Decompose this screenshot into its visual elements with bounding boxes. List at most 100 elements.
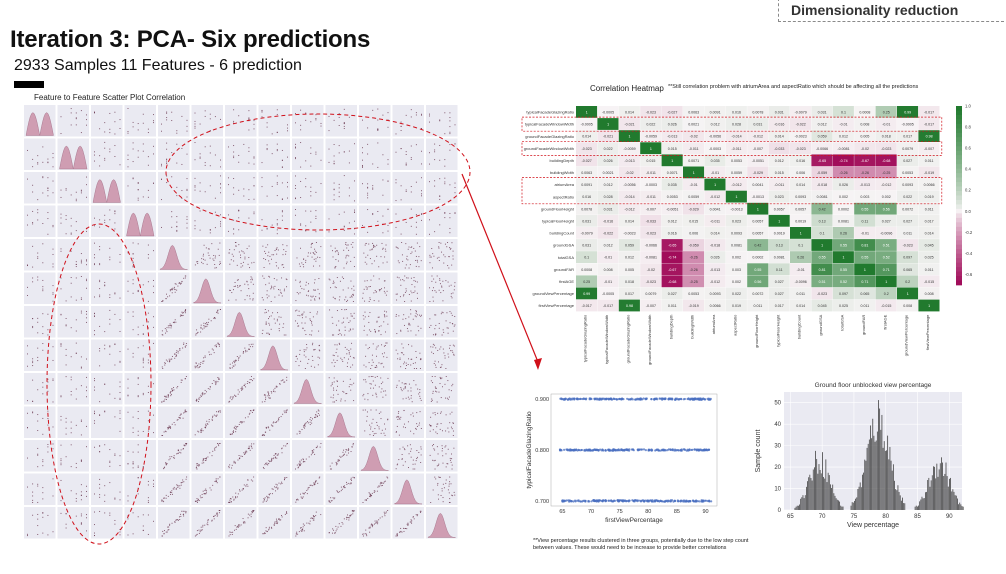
heatmap-col-label: firstViewPercentage (925, 314, 930, 350)
scatter-point (631, 448, 634, 451)
heatmap-cell-value: 0.0079 (645, 292, 656, 296)
pair-point (352, 294, 354, 296)
heatmap-cell (683, 106, 705, 118)
pair-point (263, 468, 265, 470)
pair-point (334, 297, 336, 299)
heatmap-cell (875, 130, 897, 142)
pair-point (400, 527, 402, 529)
pair-point (266, 463, 268, 465)
pair-cell (57, 507, 89, 539)
pair-point (178, 282, 180, 284)
pair-point (336, 348, 338, 350)
pair-point (395, 246, 397, 248)
pair-point (246, 295, 248, 297)
pair-point (346, 366, 348, 368)
pair-point (340, 486, 342, 488)
scatter-point (572, 397, 576, 400)
heatmap-cell (640, 190, 662, 203)
pair-point (333, 334, 335, 336)
pair-cell (258, 272, 290, 304)
pair-point (410, 521, 412, 523)
colorbar-tick-label: 1.0 (965, 104, 971, 109)
pair-point (261, 110, 263, 112)
pair-point (165, 462, 167, 464)
pair-point (204, 191, 206, 193)
slide-title: Iteration 3: PCA- Six predictions (10, 26, 371, 53)
heatmap-cell-value: 0.012 (839, 135, 848, 139)
pair-point (336, 380, 338, 382)
heatmap-cell (768, 154, 790, 167)
pair-point (86, 495, 87, 497)
pair-point (271, 425, 273, 427)
heatmap-cell (918, 142, 940, 155)
pair-point (300, 197, 302, 199)
pair-point (352, 513, 354, 515)
pair-point (161, 226, 162, 228)
pair-point (429, 256, 431, 258)
pair-cell (57, 105, 89, 137)
heatmap-cell-value: -0.0005 (602, 292, 614, 296)
pair-point (373, 260, 375, 262)
heatmap-cell-value: 0.015 (668, 147, 677, 151)
pair-point (310, 454, 312, 456)
pair-point (335, 464, 337, 466)
pair-point (229, 400, 231, 402)
pair-point (198, 532, 200, 534)
pair-point (384, 310, 386, 312)
pair-point (261, 333, 263, 335)
pair-point (176, 186, 178, 188)
pair-point (376, 355, 378, 357)
pair-point (438, 242, 440, 243)
pair-cell (426, 138, 458, 170)
pair-cell (158, 272, 190, 304)
pair-point (344, 346, 346, 348)
heatmap-cell (854, 214, 876, 227)
pair-point (338, 320, 340, 322)
heatmap-cell (897, 239, 919, 251)
pair-point (287, 181, 288, 183)
pair-point (181, 197, 183, 199)
pair-point (52, 253, 54, 255)
pair-point (419, 510, 421, 512)
pair-point (332, 528, 334, 530)
pair-point (233, 233, 235, 235)
pair-point (242, 261, 244, 263)
pair-point (340, 525, 342, 527)
pair-point (381, 388, 383, 390)
pair-point (218, 377, 220, 379)
pair-point (178, 282, 180, 284)
pair-cell (292, 138, 324, 170)
heatmap-cell-value: 0.0079 (902, 147, 913, 151)
pair-point (429, 152, 430, 154)
pair-cell (191, 507, 223, 539)
pair-point (419, 389, 421, 391)
pair-point (70, 490, 72, 492)
pair-point (377, 108, 379, 110)
heatmap-cell-value: 0.023 (775, 195, 784, 199)
heatmap-cell (640, 263, 662, 276)
pair-point (278, 518, 280, 520)
pair-point (283, 479, 285, 481)
pair-point (161, 178, 162, 180)
pair-point (375, 394, 377, 396)
pair-point (173, 422, 175, 424)
pair-point (244, 347, 246, 349)
pair-point (137, 197, 139, 199)
pair-point (47, 187, 49, 189)
pair-point (350, 483, 352, 485)
heatmap-cell (897, 287, 919, 300)
pair-point (202, 526, 204, 528)
pair-point (385, 250, 387, 252)
pair-point (52, 263, 54, 265)
pair-point (409, 264, 411, 266)
heatmap-cell-value: 0.99 (904, 110, 911, 114)
pair-point (248, 118, 250, 120)
pair-point (304, 330, 306, 332)
pair-point (453, 289, 455, 291)
pair-point (27, 533, 28, 535)
heatmap-cell (897, 106, 919, 118)
pair-point (380, 482, 382, 484)
pair-point (308, 290, 310, 292)
pair-point (266, 290, 268, 292)
pair-point (442, 462, 444, 464)
